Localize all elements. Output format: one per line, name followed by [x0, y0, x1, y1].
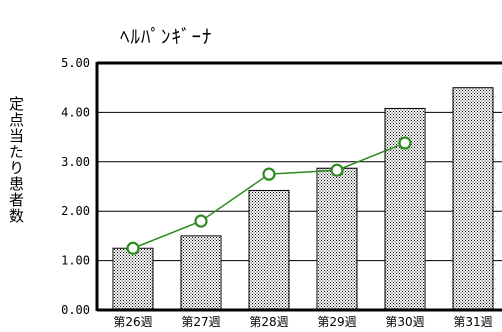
y-tick-label: 2.00 [61, 204, 90, 218]
x-tick-label: 第27週 [181, 315, 220, 329]
chart-title: ﾍﾙﾊﾟﾝｷﾞｰﾅ [120, 26, 213, 48]
x-tick-label: 第28週 [249, 315, 288, 329]
x-tick-label: 第30週 [385, 315, 424, 329]
bar [316, 167, 358, 311]
line-point [126, 241, 140, 255]
y-tick-label: 5.00 [61, 56, 90, 70]
x-tick-label: 第26週 [113, 315, 152, 329]
y-tick-label: 0.00 [61, 303, 90, 317]
y-tick-label: 1.00 [61, 254, 90, 268]
y-tick-label: 4.00 [61, 105, 90, 119]
x-tick-label: 第31週 [453, 315, 492, 329]
line-point [194, 214, 208, 228]
bar [180, 235, 222, 311]
line-point [330, 163, 344, 177]
bar [452, 87, 494, 311]
y-tick-label: 3.00 [61, 155, 90, 169]
bar [248, 189, 290, 311]
x-tick-label: 第29週 [317, 315, 356, 329]
bar [112, 247, 154, 311]
y-axis-label: 定点当たり患者数 [7, 96, 25, 224]
line-point [262, 167, 276, 181]
line-point [398, 136, 412, 150]
